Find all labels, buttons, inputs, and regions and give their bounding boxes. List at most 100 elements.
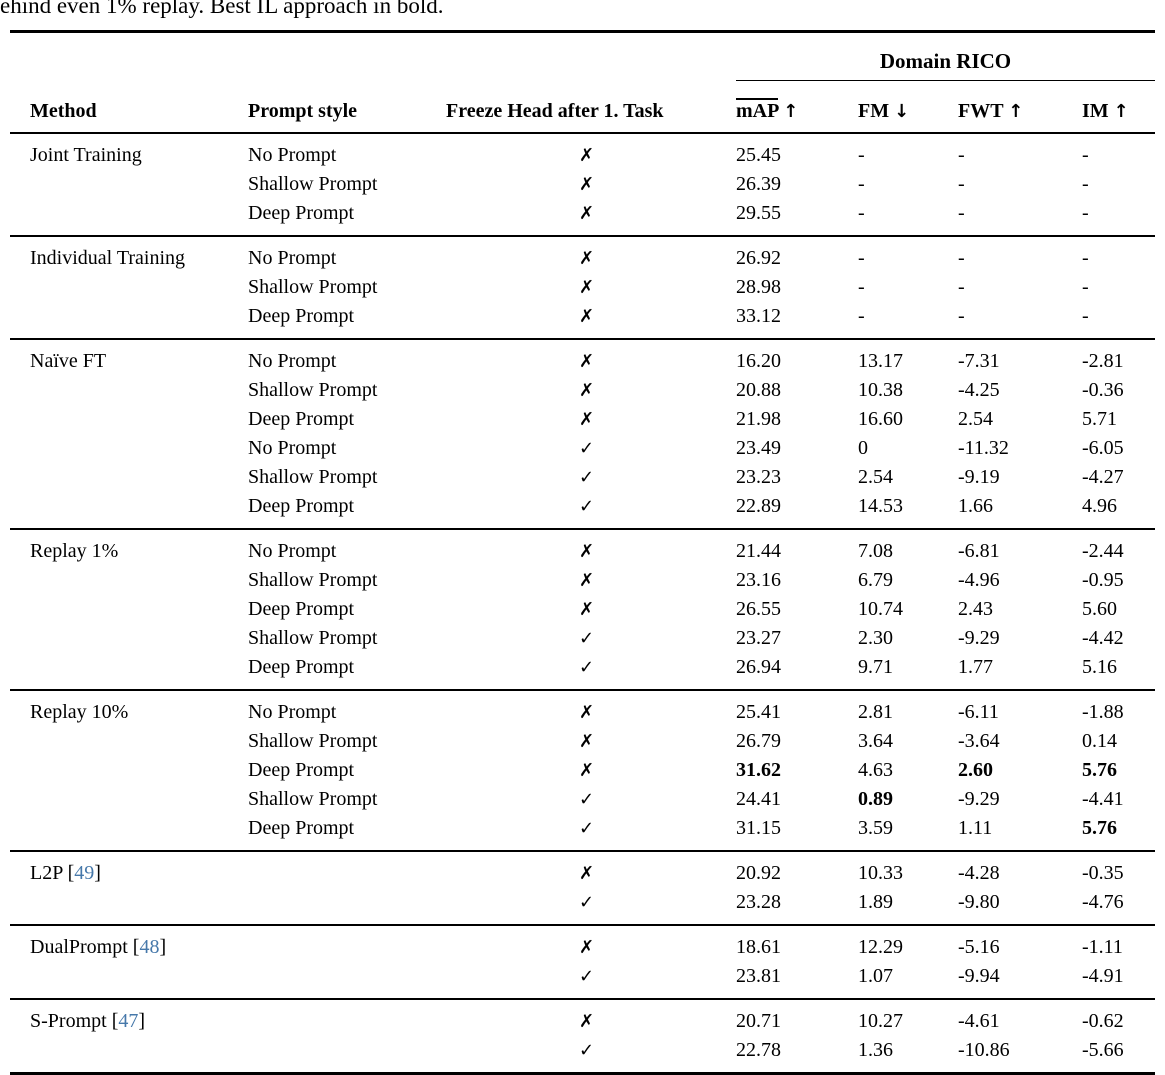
method-section: Joint Training No Prompt ✗ 25.45- - - Shallow … [10, 133, 1156, 236]
metric-value: 18.61 [736, 936, 781, 958]
fwt-label: FWT [958, 100, 1004, 122]
metric-value: -5.66 [1082, 1039, 1124, 1061]
metric-value: - [1082, 276, 1089, 298]
prompt-style-cell [248, 1036, 437, 1074]
metric-cell: 22.78 [736, 1036, 858, 1074]
method-cell: Individual Training [30, 247, 186, 269]
metric-cell: -4.91 [1082, 962, 1155, 999]
metric-cell: -11.32 [958, 434, 1082, 463]
metric-cell: -4.27 [1082, 463, 1155, 492]
metric-cell: 14.53 [858, 492, 958, 529]
prompt-style-cell: Shallow Prompt [248, 466, 378, 488]
cross-icon: ✗ [578, 570, 595, 591]
metric-value: -4.28 [958, 862, 1000, 884]
metric-value: 12.29 [858, 936, 903, 958]
prompt-style-cell [248, 962, 437, 999]
metric-cell: 1.07 [858, 962, 958, 999]
metric-cell: - [858, 133, 958, 170]
metric-value: 26.39 [736, 173, 781, 195]
metric-value: 23.49 [736, 437, 781, 459]
citation-link[interactable]: 49 [74, 862, 95, 884]
table-row: Joint Training No Prompt ✗ 25.45 - - - [10, 133, 1155, 170]
metric-cell: 3.64 [858, 727, 958, 756]
metric-cell: -3.64 [958, 727, 1082, 756]
metric-value: -9.80 [958, 891, 1000, 913]
metric-cell: 25.41 [736, 690, 858, 727]
metric-value: 2.54 [958, 408, 993, 430]
freeze-cell: ✗ [437, 170, 736, 199]
metric-cell: 1.36 [858, 1036, 958, 1074]
metric-cell: 21.98 [736, 405, 858, 434]
method-cell [10, 273, 248, 302]
metric-value: -6.05 [1082, 437, 1124, 459]
metric-cell: - [958, 273, 1082, 302]
metric-value: 0.89 [858, 788, 893, 810]
metric-cell: 7.08 [858, 529, 958, 566]
metric-value: 1.89 [858, 891, 893, 913]
method-cell [10, 566, 248, 595]
up-arrow-icon: ↑ [1008, 101, 1024, 122]
freeze-cell: ✗ [437, 925, 736, 962]
metric-value: 4.63 [858, 759, 893, 781]
freeze-cell: ✗ [437, 851, 736, 888]
metric-cell: -1.11 [1082, 925, 1155, 962]
metric-value: - [958, 173, 965, 195]
metric-cell: 26.92 [736, 236, 858, 273]
metric-value: - [858, 144, 865, 166]
method-cell [10, 756, 248, 785]
metric-cell: -9.94 [958, 962, 1082, 999]
metric-cell: 5.16 [1082, 653, 1155, 690]
metric-value: 3.59 [858, 817, 893, 839]
method-cell [10, 624, 248, 653]
col-header-fm: FM ↓ [858, 80, 958, 134]
table-row: Deep Prompt ✗ 21.98 16.60 2.54 5.71 [10, 405, 1155, 434]
metric-value: -6.11 [958, 701, 999, 723]
col-header-im: IM ↑ [1082, 80, 1156, 134]
metric-value: - [1082, 247, 1089, 269]
metric-cell: - [858, 236, 958, 273]
metric-value: 2.60 [958, 759, 993, 781]
metric-cell: -6.11 [958, 690, 1082, 727]
freeze-cell: ✓ [437, 434, 736, 463]
up-arrow-icon: ↑ [783, 101, 799, 122]
metric-cell: 0.14 [1082, 727, 1155, 756]
metric-cell: 2.60 [958, 756, 1082, 785]
metric-value: 20.71 [736, 1010, 781, 1032]
metric-cell: 10.27 [858, 999, 958, 1036]
citation-link[interactable]: 47 [118, 1010, 139, 1032]
metric-value: 26.55 [736, 598, 781, 620]
metric-value: -4.27 [1082, 466, 1124, 488]
table-row: Shallow Prompt ✗ 28.98 - - - [10, 273, 1155, 302]
cross-icon: ✗ [578, 351, 595, 372]
cross-icon: ✗ [578, 145, 595, 166]
group-header-row: Domain RICO [10, 31, 1156, 81]
metric-cell: - [1082, 236, 1155, 273]
method-section: Replay 10% No Prompt ✗ 25.41 2.81 -6.11 -1.88 S… [10, 690, 1156, 851]
metric-cell: 1.77 [958, 653, 1082, 690]
metric-value: 20.92 [736, 862, 781, 884]
prompt-style-cell: Deep Prompt [248, 408, 355, 430]
metric-cell: -7.31 [958, 339, 1082, 376]
metric-value: 22.78 [736, 1039, 781, 1061]
metric-value: - [1082, 173, 1089, 195]
metric-cell: - [1082, 170, 1155, 199]
prompt-style-cell: No Prompt [248, 247, 337, 269]
empty-header-cell [248, 32, 437, 81]
method-section: Naïve FT No Prompt ✗ 16.20 13.17 -7.31 -2.81 Sh… [10, 339, 1156, 529]
metric-value: 26.79 [736, 730, 781, 752]
metric-cell: - [1082, 273, 1155, 302]
metric-cell: 5.60 [1082, 595, 1155, 624]
freeze-cell: ✓ [437, 653, 736, 690]
metric-value: 5.71 [1082, 408, 1117, 430]
freeze-cell: ✗ [437, 302, 736, 339]
metric-value: 25.41 [736, 701, 781, 723]
freeze-cell: ✓ [437, 624, 736, 653]
metric-value: 25.45 [736, 144, 781, 166]
metric-cell: 20.71 [736, 999, 858, 1036]
metric-value: -0.95 [1082, 569, 1124, 591]
citation-link[interactable]: 48 [139, 936, 160, 958]
check-icon: ✓ [578, 1040, 595, 1061]
metric-cell: 1.11 [958, 814, 1082, 851]
metric-cell: 5.76 [1082, 756, 1155, 785]
metric-value: 13.17 [858, 350, 903, 372]
